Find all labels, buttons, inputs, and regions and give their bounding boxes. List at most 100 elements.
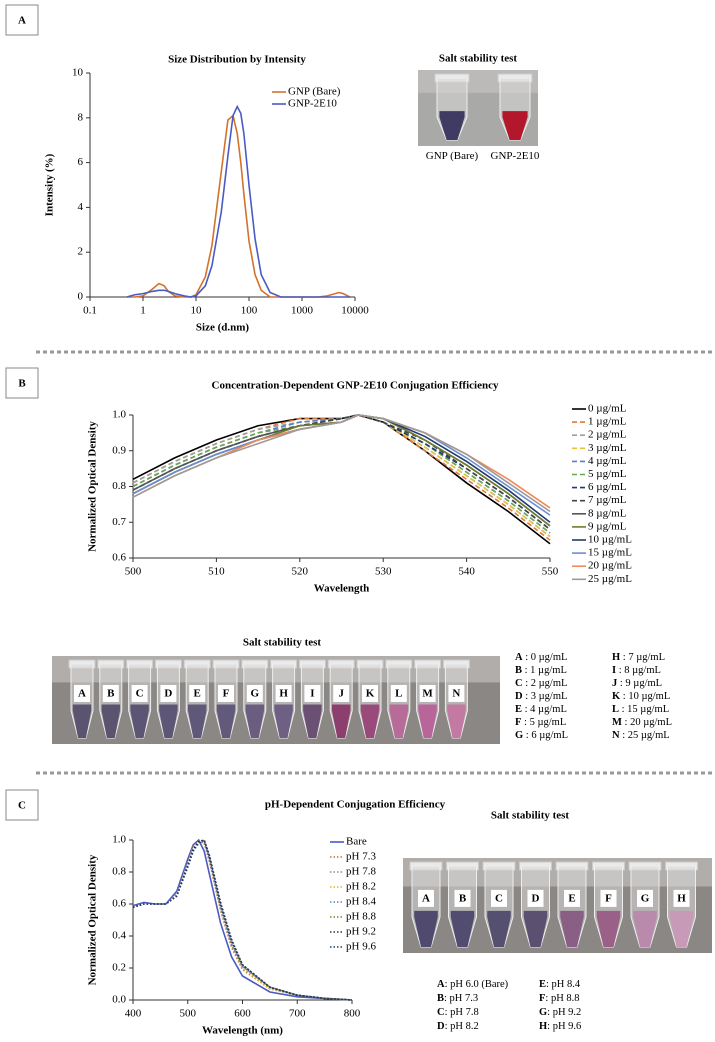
key-text: : 2 µg/mL [522, 678, 568, 689]
x-tick-label: 800 [344, 1008, 361, 1020]
tube-label: C [136, 687, 144, 699]
tube-label-box [131, 684, 148, 702]
key-letter: L [612, 704, 620, 715]
legend-label: 5 µg/mL [588, 468, 627, 480]
key-text: : 15 µg/mL [619, 704, 670, 715]
tube-label: E [568, 892, 575, 904]
x-tick-label: 600 [234, 1008, 251, 1020]
series-line [132, 414, 551, 516]
tube-label-box [564, 889, 580, 907]
y-tick-label: 0.0 [112, 994, 126, 1006]
tube-liquid [274, 704, 293, 738]
key-text: : pH 9.6 [547, 1021, 582, 1032]
tube-label-box [600, 889, 617, 907]
tube-liquid [331, 704, 351, 738]
x-axis-label: Wavelength (nm) [202, 1025, 283, 1037]
y-tick-label: 8 [78, 111, 84, 123]
tube-liquid [72, 704, 92, 738]
key-entry: K : 10 µg/mL [612, 691, 670, 702]
y-axis-label: Normalized Optical Density [87, 421, 99, 552]
key-entry: A : 0 µg/mL [515, 652, 567, 663]
series-line [132, 414, 551, 534]
legend-label: 9 µg/mL [588, 520, 627, 532]
tube-liquid [216, 704, 236, 738]
y-tick-label: 2 [78, 246, 84, 258]
tube-label-box [246, 684, 263, 702]
x-tick-label: 0.1 [83, 305, 97, 317]
key-entry: M : 20 µg/mL [612, 717, 672, 728]
y-tick-label: 6 [78, 156, 84, 168]
key-text: : 5 µg/mL [521, 717, 567, 728]
tube-label: G [641, 892, 650, 904]
key-letter: B [437, 993, 445, 1004]
legend-label: pH 8.8 [346, 911, 376, 923]
tube-label-box [74, 684, 90, 702]
tube-label: B [459, 892, 467, 904]
tube-liquid [596, 910, 621, 947]
legend-label: 20 µg/mL [588, 560, 632, 572]
tube-label: K [366, 687, 375, 699]
tube-liquid [633, 910, 657, 947]
series-line [127, 114, 351, 298]
legend-label: pH 7.8 [346, 866, 376, 878]
key-letter: D [515, 691, 523, 702]
series-line [132, 414, 551, 527]
key-entry: B : 1 µg/mL [515, 665, 567, 676]
legend-label: 25 µg/mL [588, 573, 632, 585]
tube-label-box [527, 889, 544, 907]
x-tick-label: 530 [375, 566, 392, 578]
y-tick-label: 0.7 [112, 516, 126, 528]
key-entry: D : 3 µg/mL [515, 691, 567, 702]
key-text: : 7 µg/mL [620, 652, 666, 663]
tube-label-box [275, 684, 292, 702]
panel-label-box [5, 789, 39, 821]
key-entry: F : 5 µg/mL [515, 717, 566, 728]
key-letter: E [539, 979, 547, 990]
tube-label-box [673, 889, 690, 907]
key-entry: I : 8 µg/mL [612, 665, 661, 676]
key-entry: L : 15 µg/mL [612, 704, 669, 715]
key-text: : 6 µg/mL [523, 730, 569, 741]
x-tick-label: 10 [191, 305, 203, 317]
key-letter: H [539, 1021, 548, 1032]
x-tick-label: 1000 [291, 305, 314, 317]
tube-label: C [495, 892, 503, 904]
key-text: : 20 µg/mL [621, 717, 673, 728]
series-line [132, 414, 551, 545]
series-line [132, 414, 551, 513]
series-line [132, 414, 551, 527]
key-text: : pH 8.4 [546, 979, 581, 990]
panel-label: A [18, 15, 26, 27]
key-letter: N [612, 730, 620, 741]
y-tick-label: 1.0 [112, 409, 126, 421]
tube-label-box [637, 889, 653, 907]
y-tick-label: 0.4 [112, 930, 126, 942]
tube-label: F [223, 687, 230, 699]
legend-label: GNP-2E10 [288, 98, 337, 110]
key-text: : pH 8.8 [545, 993, 580, 1004]
y-tick-label: 10 [72, 67, 84, 79]
tube-label: N [452, 687, 460, 699]
tube-label: G [251, 687, 260, 699]
key-text: : pH 7.3 [444, 993, 479, 1004]
tube-caption: GNP-2E10 [490, 150, 540, 162]
tube-liquid [487, 910, 511, 947]
series-line [132, 839, 353, 1001]
tube-label: M [422, 687, 433, 699]
y-tick-label: 4 [78, 201, 84, 213]
legend-label: 0 µg/mL [588, 403, 627, 415]
tube-label-box [454, 889, 471, 907]
legend-label: 3 µg/mL [588, 442, 627, 454]
legend-label: 6 µg/mL [588, 481, 627, 493]
key-entry: A: pH 6.0 (Bare) [437, 979, 508, 990]
key-entry: E: pH 8.4 [539, 979, 580, 990]
legend-label: 1 µg/mL [588, 416, 627, 428]
key-letter: C [515, 678, 523, 689]
panel-label: C [18, 800, 26, 812]
key-text: : pH 6.0 (Bare) [444, 979, 509, 990]
y-axis-label: Normalized Optical Density [87, 854, 99, 985]
series-line [132, 838, 353, 1001]
tube-label: D [164, 687, 172, 699]
x-tick-label: 540 [458, 566, 475, 578]
